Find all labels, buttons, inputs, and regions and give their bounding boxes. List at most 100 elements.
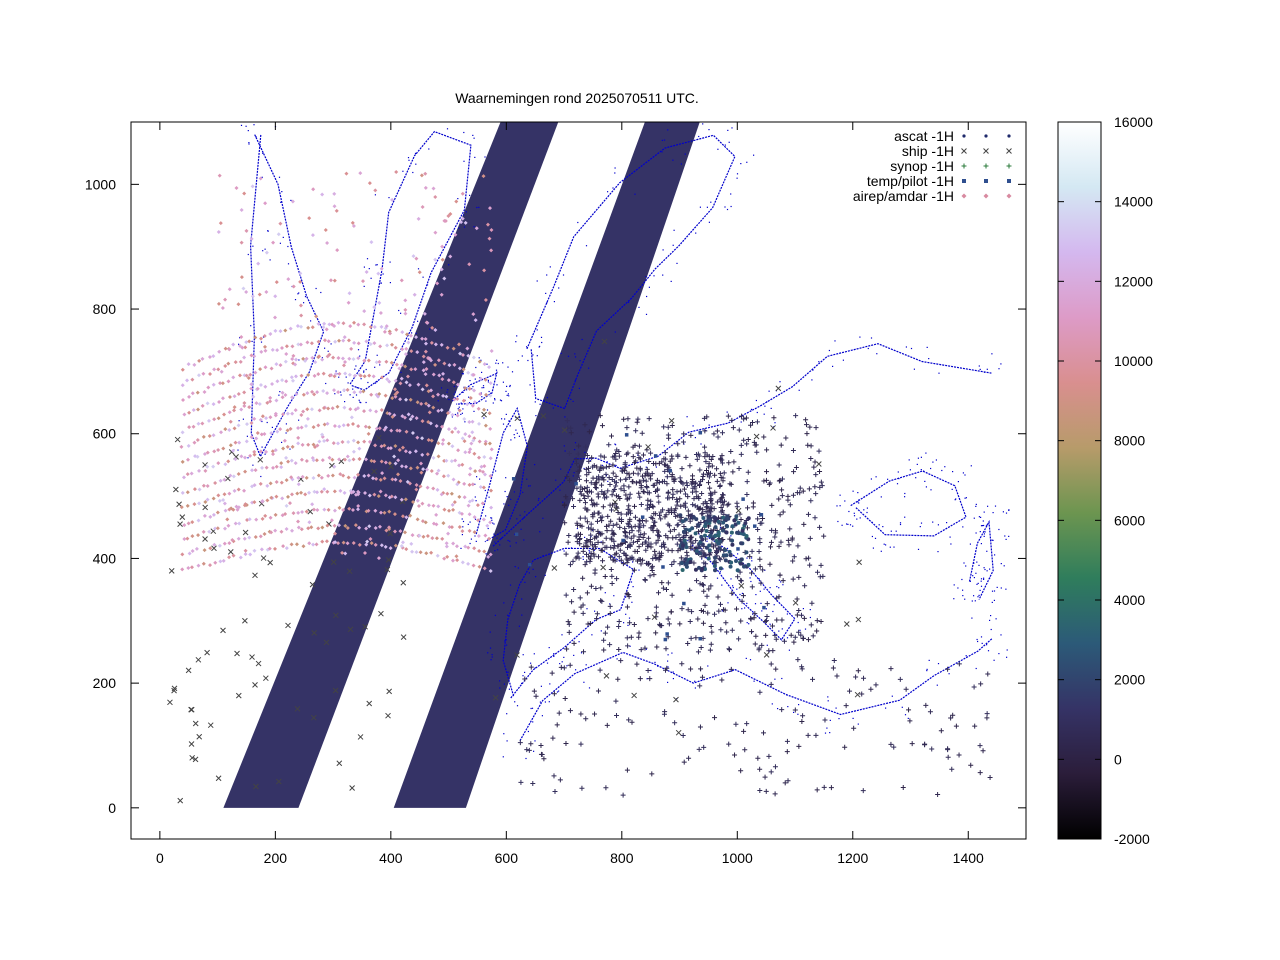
synop-obs bbox=[922, 741, 928, 747]
synop-obs bbox=[591, 463, 597, 469]
coastline-dot bbox=[634, 193, 636, 195]
coastline-dot bbox=[506, 385, 508, 387]
coastline-dot bbox=[529, 384, 531, 386]
airep-obs bbox=[227, 410, 232, 415]
airep-obs bbox=[293, 461, 298, 466]
airep-obs bbox=[488, 569, 493, 574]
synop-highland-obs bbox=[693, 531, 698, 536]
airep-obs bbox=[284, 526, 289, 531]
synop-obs bbox=[688, 666, 694, 672]
synop-obs bbox=[653, 610, 659, 616]
synop-obs bbox=[697, 724, 703, 730]
airep-obs bbox=[320, 525, 325, 530]
airep-obs bbox=[449, 491, 454, 496]
ship-obs bbox=[234, 650, 240, 657]
airep-obs bbox=[392, 512, 397, 517]
synop-obs bbox=[803, 422, 809, 428]
temp-pilot-obs bbox=[665, 632, 669, 636]
coastline-dot bbox=[1000, 587, 1002, 589]
airep-obs bbox=[238, 359, 243, 364]
synop-obs bbox=[610, 531, 616, 537]
airep-obs bbox=[244, 373, 249, 378]
airep-obs bbox=[470, 482, 475, 487]
airep-obs bbox=[363, 491, 368, 496]
coastline-dot bbox=[604, 592, 606, 594]
synop-obs bbox=[607, 611, 613, 617]
airep-obs bbox=[336, 523, 341, 528]
coastline-dot bbox=[962, 526, 964, 528]
synop-obs bbox=[814, 618, 820, 624]
airep-obs bbox=[310, 233, 315, 238]
synop-obs bbox=[728, 481, 734, 487]
airep-obs bbox=[441, 521, 446, 526]
airep-obs bbox=[237, 373, 242, 378]
airep-obs bbox=[411, 254, 416, 259]
airep-obs bbox=[189, 471, 194, 476]
synop-obs bbox=[582, 485, 588, 491]
airep-obs bbox=[252, 483, 257, 488]
coastline-dot bbox=[917, 457, 919, 459]
synop-obs bbox=[617, 547, 623, 553]
airep-obs bbox=[227, 555, 232, 560]
airep-obs bbox=[394, 169, 399, 174]
airep-obs bbox=[379, 543, 384, 548]
coastline-dot bbox=[687, 540, 689, 542]
coastline-dot bbox=[786, 637, 789, 639]
coastline-dot bbox=[645, 648, 647, 650]
synop-obs bbox=[596, 554, 602, 560]
airep-obs bbox=[254, 401, 259, 406]
synop-obs bbox=[641, 523, 647, 529]
synop-highland-obs bbox=[723, 558, 728, 563]
coastline-dot bbox=[882, 526, 884, 528]
synop-obs bbox=[627, 542, 633, 548]
synop-obs bbox=[598, 547, 604, 553]
coastline-dot bbox=[919, 526, 921, 528]
x-axis: 0 200 400 600 800 1000 1200 1400 bbox=[156, 122, 984, 866]
synop-obs bbox=[873, 682, 879, 688]
airep-obs bbox=[350, 220, 355, 225]
airep-obs bbox=[262, 344, 267, 349]
synop-obs bbox=[717, 557, 723, 563]
airep-obs bbox=[206, 418, 211, 423]
airep-obs bbox=[242, 401, 247, 406]
synop-obs bbox=[927, 709, 933, 715]
synop-obs bbox=[695, 649, 701, 655]
synop-obs bbox=[567, 562, 573, 568]
coastline-dot bbox=[983, 511, 985, 513]
coastline-dot bbox=[578, 387, 580, 389]
airep-obs bbox=[440, 424, 445, 429]
coastline-dot bbox=[975, 532, 977, 534]
synop-obs bbox=[646, 505, 652, 511]
airep-obs bbox=[271, 452, 276, 457]
synop-obs bbox=[677, 537, 683, 543]
synop-obs bbox=[776, 543, 782, 549]
synop-obs bbox=[597, 466, 603, 472]
coastline-dot bbox=[327, 350, 329, 352]
synop-obs bbox=[637, 676, 643, 682]
airep-obs bbox=[332, 191, 337, 196]
airep-obs bbox=[462, 481, 467, 486]
synop-obs bbox=[608, 433, 614, 439]
synop-obs bbox=[565, 619, 571, 625]
synop-obs bbox=[721, 470, 727, 476]
coastline-dot bbox=[730, 535, 732, 537]
coastline-dot bbox=[261, 176, 263, 178]
synop-obs bbox=[763, 618, 769, 624]
synop-obs bbox=[718, 475, 724, 481]
airep-obs bbox=[299, 527, 304, 532]
synop-obs bbox=[599, 489, 605, 495]
airep-obs bbox=[398, 381, 403, 386]
legend-marker bbox=[983, 163, 989, 169]
airep-obs bbox=[424, 383, 429, 388]
synop-obs bbox=[634, 661, 640, 667]
airep-obs bbox=[288, 501, 293, 506]
synop-obs bbox=[607, 642, 613, 648]
coastline-dot bbox=[646, 678, 648, 680]
coastline-dot bbox=[758, 578, 760, 580]
coastline-dot bbox=[586, 608, 588, 610]
airep-obs bbox=[265, 400, 270, 405]
airep-obs bbox=[289, 375, 294, 380]
airep-obs bbox=[436, 441, 441, 446]
synop-obs bbox=[638, 561, 644, 567]
